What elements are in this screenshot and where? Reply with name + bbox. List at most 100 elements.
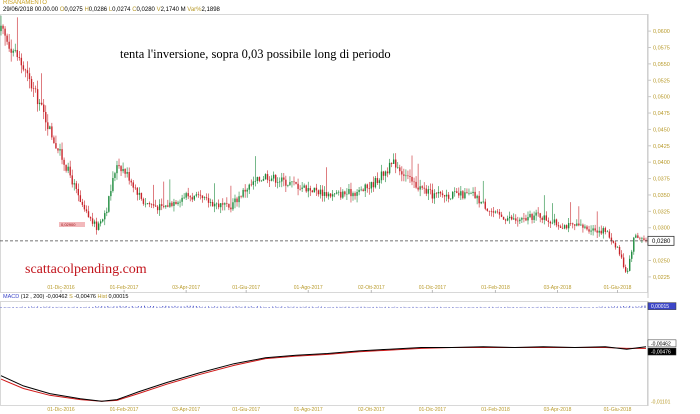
- candle-body: [97, 223, 100, 230]
- candlestick-series: [0, 15, 647, 274]
- price-x-tick-label: 01-Feb-2018: [481, 285, 510, 291]
- candle-body: [370, 182, 373, 189]
- candle-body: [362, 189, 364, 191]
- candle-body: [482, 201, 484, 203]
- candle-body: [641, 238, 643, 239]
- macd-value-box: [647, 347, 677, 356]
- price-y-tick-label: 0,0450: [653, 127, 670, 133]
- candle-body: [51, 126, 53, 138]
- candle-body: [372, 182, 375, 188]
- price-x-tick-label: 03-Apr-2018: [544, 285, 572, 291]
- candle-body: [313, 187, 316, 193]
- candle-body: [179, 201, 181, 203]
- candle-body: [181, 197, 183, 202]
- candle-body: [32, 88, 35, 90]
- candle-body: [270, 178, 273, 181]
- candle-body: [612, 241, 615, 243]
- candle-body: [508, 216, 511, 219]
- candle-body: [175, 201, 177, 205]
- candle-body: [454, 191, 456, 192]
- candle-body: [633, 237, 635, 252]
- candle-body: [635, 235, 637, 238]
- candle-body: [116, 165, 118, 174]
- candle-body: [118, 165, 120, 167]
- candle-body: [476, 195, 478, 199]
- candle-body: [643, 238, 645, 240]
- candle-body: [309, 188, 311, 191]
- candle-body: [89, 217, 92, 219]
- candle-body: [592, 228, 594, 231]
- candle-body: [458, 192, 460, 196]
- candle-body: [498, 211, 501, 215]
- candle-body: [93, 221, 96, 224]
- macd-x-tick-label: 01-Giu-2018: [604, 407, 632, 413]
- candle-body: [600, 230, 602, 234]
- candle-body: [452, 191, 454, 199]
- candle-body: [205, 197, 208, 199]
- candle-body: [71, 175, 73, 185]
- candle-body: [622, 257, 625, 268]
- candle-body: [346, 193, 348, 195]
- candle-body: [517, 220, 519, 222]
- candle-body: [409, 175, 411, 177]
- candle-body: [537, 212, 539, 214]
- price-x-axis: 01-Dic-2016 01-Feb-2017 03-Apr-2017 01-Giu-…: [47, 285, 632, 293]
- open-label: O: [59, 7, 65, 13]
- candle-body: [134, 187, 136, 189]
- candle-body: [527, 217, 529, 221]
- candle-body: [460, 191, 462, 196]
- macd-params: (12 , 200): [20, 294, 45, 300]
- candle-body: [425, 188, 427, 194]
- candle-body: [553, 219, 556, 223]
- candle-body: [106, 211, 108, 214]
- candle-body: [2, 25, 4, 29]
- candle-body: [209, 201, 212, 203]
- change-label: Var%: [187, 7, 202, 13]
- candle-body: [557, 225, 560, 227]
- candle-body: [85, 209, 88, 212]
- candle-body: [281, 177, 283, 182]
- candle-body: [588, 229, 590, 232]
- candle-body: [14, 49, 16, 51]
- hist-value: 0,00015: [108, 294, 129, 300]
- candle-body: [244, 189, 246, 192]
- candle-body: [360, 189, 362, 191]
- candle-body: [287, 184, 289, 186]
- candle-body: [307, 188, 309, 192]
- candle-body: [614, 242, 617, 248]
- candle-body: [242, 189, 244, 197]
- candle-body: [533, 215, 535, 220]
- candle-body: [549, 221, 552, 224]
- price-y-tick-label: 0,0600: [653, 29, 670, 35]
- candle-body: [618, 246, 621, 255]
- candle-body: [386, 171, 389, 174]
- price-x-tick-label: 01-Dic-2016: [47, 285, 74, 291]
- candle-body: [171, 202, 173, 206]
- candle-body: [256, 177, 259, 182]
- candle-body: [378, 180, 381, 183]
- candle-body: [555, 219, 558, 226]
- candle-body: [567, 223, 570, 229]
- candle-body: [189, 196, 191, 198]
- candle-body: [435, 193, 438, 194]
- candle-body: [279, 181, 281, 183]
- candle-body: [545, 215, 547, 221]
- high-label: H: [84, 7, 89, 13]
- candle-body: [130, 180, 132, 183]
- candle-body: [350, 189, 352, 197]
- candle-body: [502, 216, 505, 220]
- candle-body: [77, 188, 80, 196]
- price-x-tick-label: 01-Giu-2018: [604, 285, 632, 291]
- low-value: 0,0274: [112, 7, 131, 13]
- price-x-tick-label: 03-Apr-2017: [172, 285, 200, 291]
- high-value: 0,0286: [88, 7, 108, 13]
- price-x-tick-label: 02-Ott-2017: [358, 285, 385, 291]
- candle-body: [490, 211, 493, 212]
- candle-body: [543, 215, 545, 220]
- candle-body: [20, 57, 23, 66]
- candle-body: [226, 203, 228, 204]
- candle-body: [102, 219, 104, 222]
- candle-body: [254, 181, 257, 182]
- candle-body: [75, 183, 77, 189]
- candle-body: [506, 218, 509, 221]
